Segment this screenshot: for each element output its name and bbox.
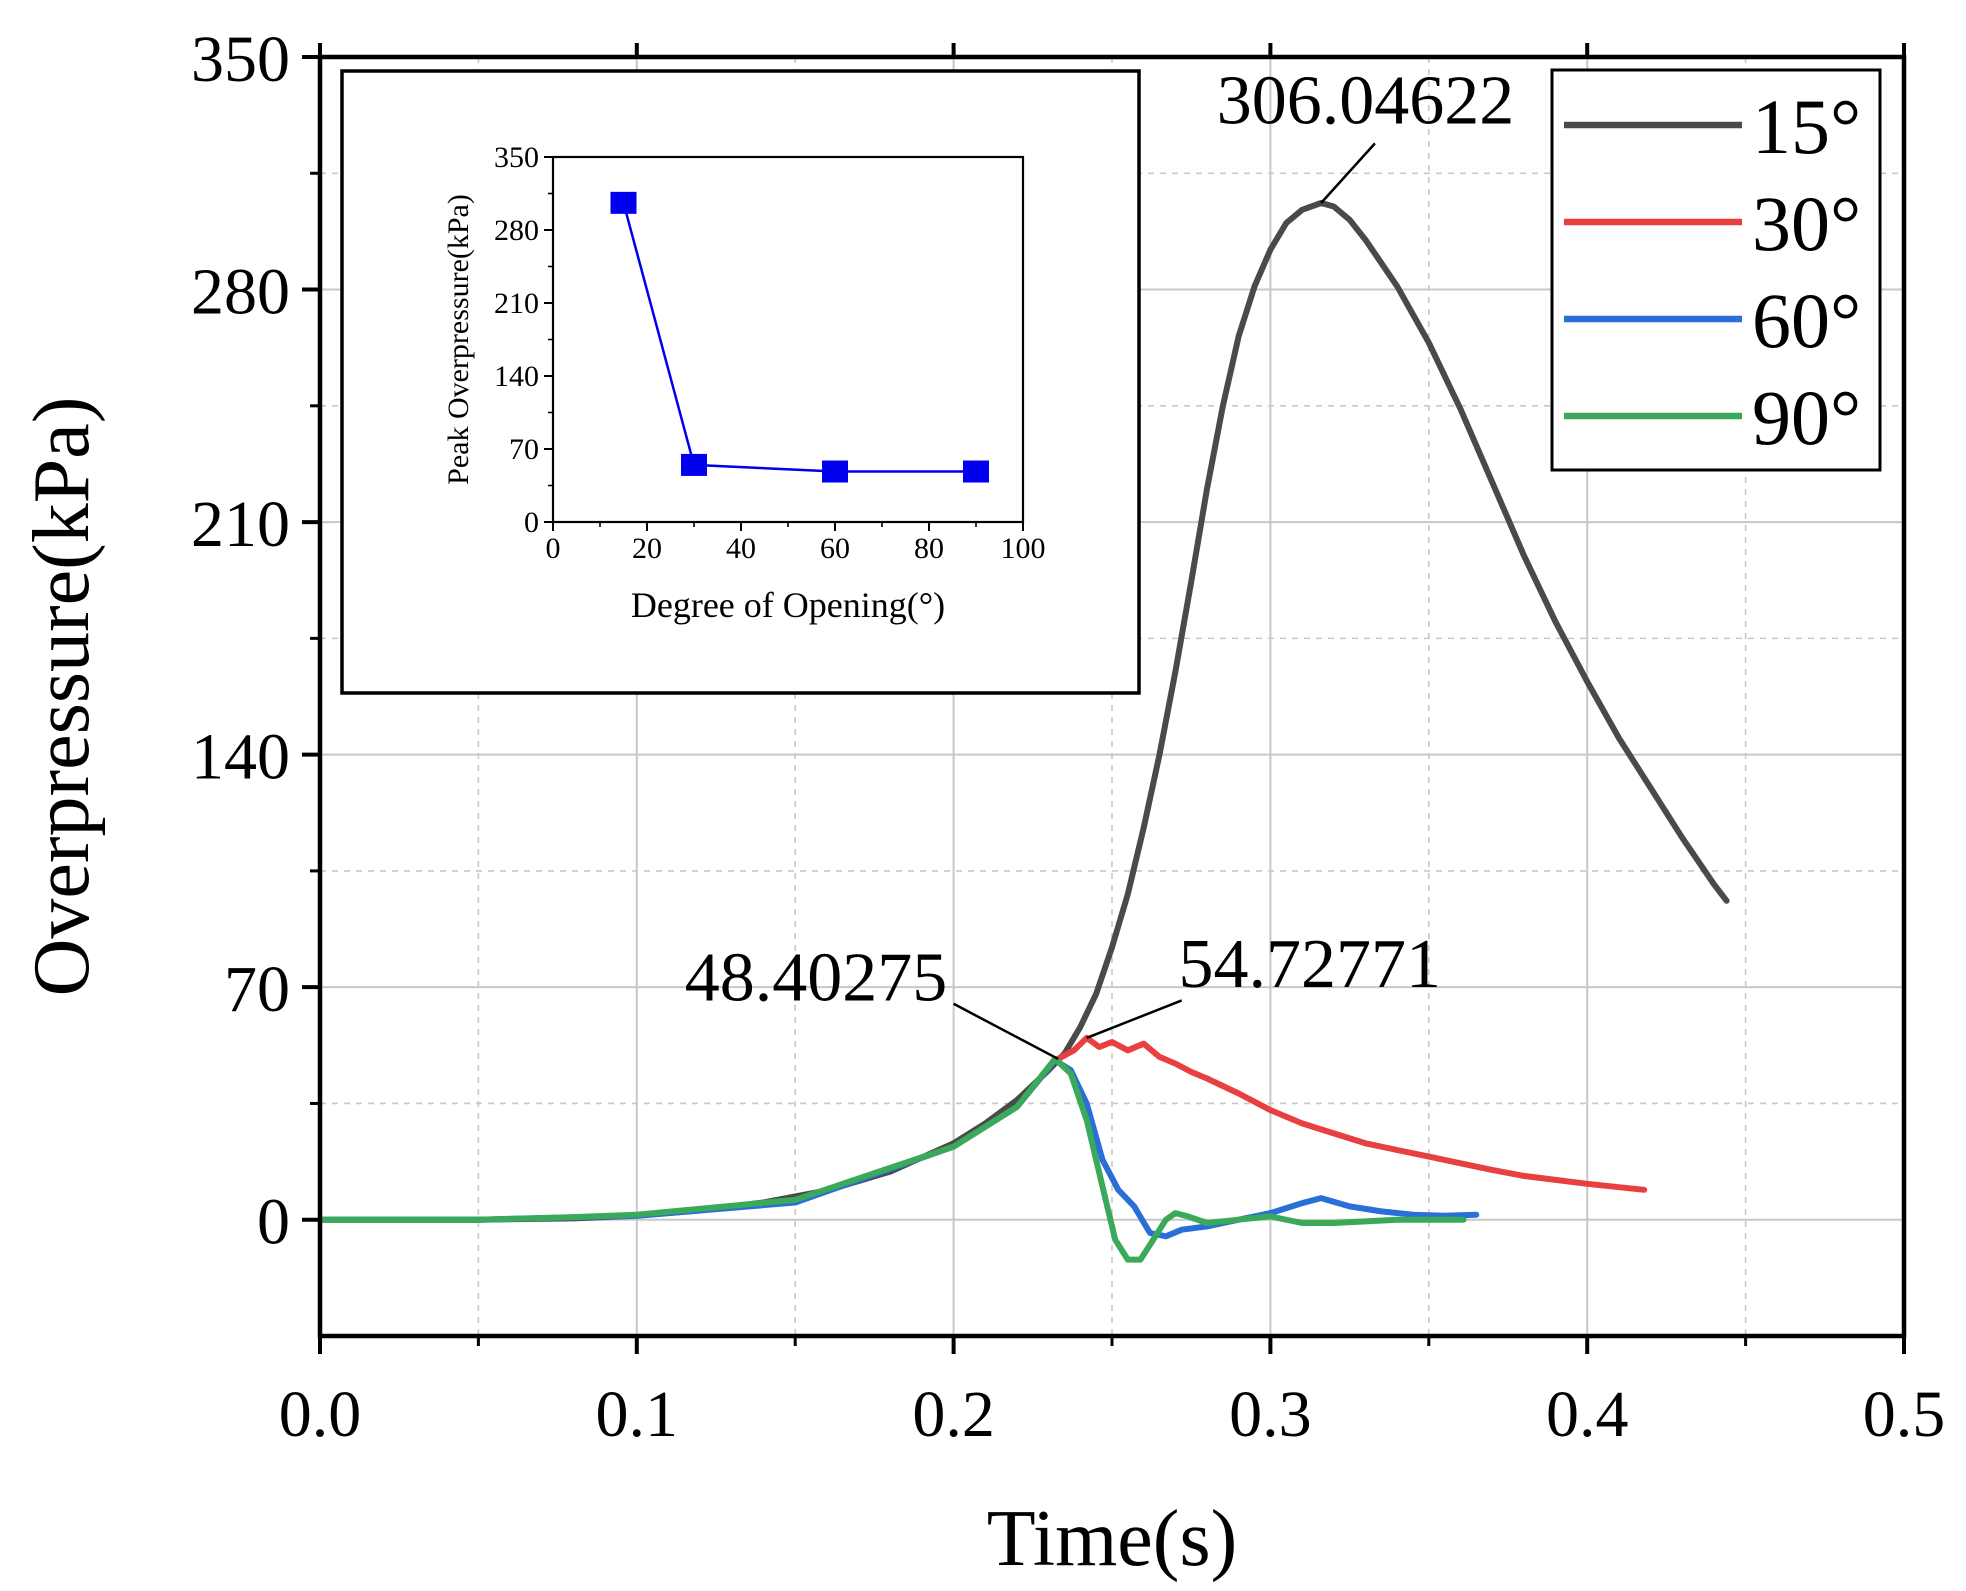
inset-y-tick-label: 140	[494, 360, 539, 393]
x-tick-label: 0.3	[1229, 1378, 1312, 1451]
main-axes: 0.0 0.1 0.2 0.3 0.4 0.5 0 70 140 210 280 350 Time(s)…	[18, 23, 1945, 1583]
annotation-label: 306.04622	[1217, 62, 1515, 139]
y-axis-title: Overpressure(kPa)	[18, 397, 106, 997]
inset-y-tick-label: 0	[524, 506, 539, 539]
series-line-3	[317, 1055, 1467, 1263]
inset-y-tick-label: 280	[494, 214, 539, 247]
legend-label: 60°	[1752, 277, 1861, 364]
x-tick-label: 0.1	[596, 1378, 679, 1451]
x-tick-label: 0.0	[279, 1378, 362, 1451]
x-tick-label: 0.4	[1546, 1378, 1629, 1451]
y-tick-label: 140	[191, 721, 290, 794]
inset-marker	[681, 453, 707, 476]
inset-x-tick-label: 60	[820, 532, 850, 565]
inset-x-tick-label: 40	[726, 532, 756, 565]
legend-label: 30°	[1752, 180, 1861, 267]
main-annotations: 306.04622 54.72771 48.40275	[685, 62, 1515, 1061]
inset-marker	[822, 460, 848, 483]
inset-y-axis-title: Peak Overpressure(kPa)	[442, 194, 475, 485]
annotation-label: 54.72771	[1179, 926, 1442, 1003]
inset-chart: 0 20 40 60 80 100 0 70 140 210 280 350 Degree of Ope…	[340, 69, 1141, 695]
annotation-leader	[1320, 142, 1376, 204]
inset-x-tick-label: 80	[914, 532, 944, 565]
inset-y-tick-label: 350	[494, 141, 539, 174]
legend: 15° 30° 60° 90°	[1550, 68, 1882, 472]
inset-y-tick-label: 70	[509, 433, 539, 466]
annotation-label: 48.40275	[685, 939, 948, 1016]
inset-marker	[610, 191, 637, 214]
x-tick-label: 0.5	[1863, 1378, 1946, 1451]
y-tick-label: 350	[191, 23, 290, 96]
y-tick-label: 210	[191, 488, 290, 561]
series-line-1	[1055, 1034, 1648, 1193]
inset-x-tick-label: 20	[632, 532, 662, 565]
x-tick-label: 0.2	[912, 1378, 995, 1451]
inset-frame	[340, 69, 1141, 695]
y-tick-label: 280	[191, 256, 290, 329]
legend-box	[1550, 68, 1882, 472]
inset-x-tick-label: 0	[546, 532, 561, 565]
legend-label: 15°	[1752, 83, 1861, 170]
inset-x-tick-label: 100	[1001, 532, 1046, 565]
y-tick-label: 0	[257, 1186, 290, 1259]
inset-x-axis-title: Degree of Opening(°)	[631, 585, 945, 625]
annotation-leader	[1086, 999, 1183, 1040]
annotation-leader	[953, 1002, 1059, 1061]
legend-label: 90°	[1752, 374, 1861, 461]
x-axis-title: Time(s)	[987, 1495, 1237, 1583]
inset-y-tick-label: 210	[494, 287, 539, 320]
inset-series-line	[622, 202, 976, 473]
inset-marker	[963, 460, 989, 483]
main-series-lines	[317, 200, 1730, 1263]
y-tick-label: 70	[224, 953, 290, 1026]
